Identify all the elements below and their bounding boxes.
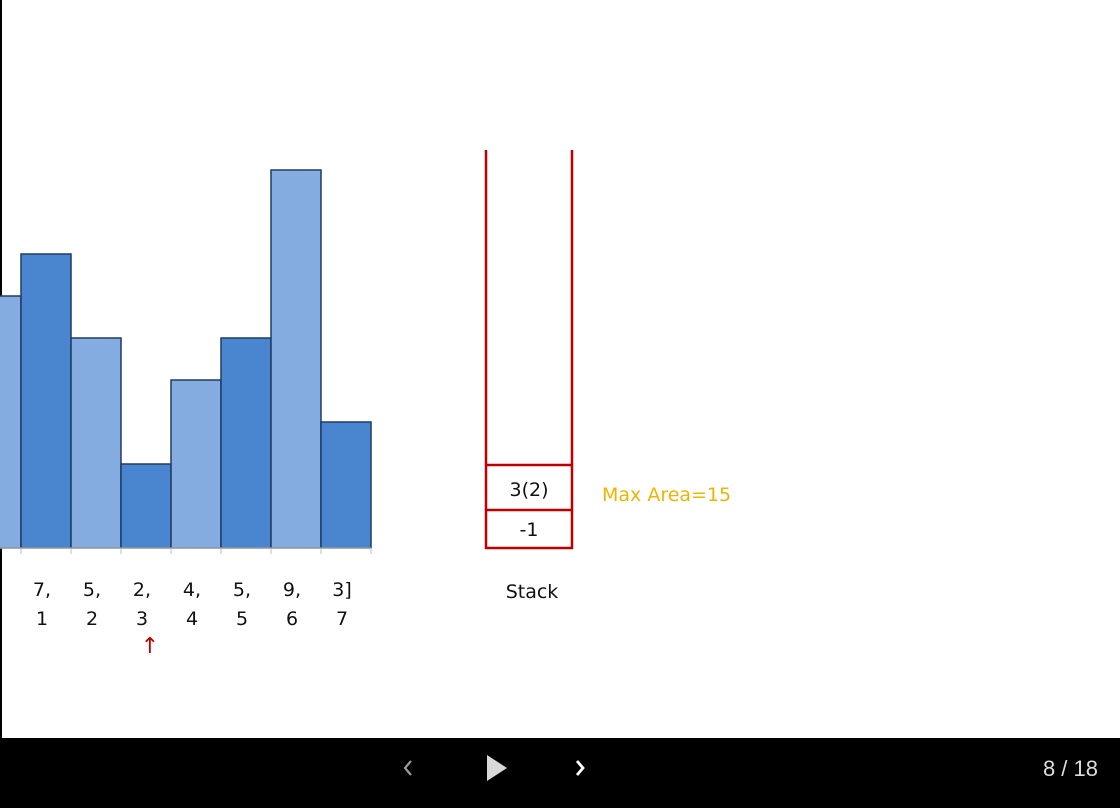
bar-value-label: 5, bbox=[82, 579, 102, 601]
max-area-text: Max Area=15 bbox=[602, 484, 732, 506]
slide: 7, 5, 2, 4, 5, 9, 3] 1 2 3 4 5 6 7 ↑ 3(2) -1 Stack M… bbox=[0, 0, 732, 738]
histogram-bar bbox=[20, 253, 72, 549]
stack-item-bottom: -1 bbox=[519, 519, 539, 541]
bar-index-label: 7 bbox=[335, 608, 349, 630]
histogram-bar bbox=[0, 295, 22, 549]
histogram-bar bbox=[70, 337, 122, 549]
histogram-bar bbox=[120, 463, 172, 549]
bar-index-label: 1 bbox=[35, 608, 49, 630]
histogram-bar bbox=[320, 421, 372, 549]
bar-value-label: 3] bbox=[332, 579, 352, 601]
bar-value-label: 2, bbox=[132, 579, 152, 601]
bar-index-label: 3 bbox=[135, 608, 149, 630]
bar-index-label: 4 bbox=[185, 608, 199, 630]
play-icon bbox=[487, 755, 507, 781]
histogram-bar bbox=[170, 379, 222, 549]
bar-index-label: 2 bbox=[85, 608, 99, 630]
play-button[interactable] bbox=[476, 748, 516, 788]
bar-value-label: 4, bbox=[182, 579, 202, 601]
bar-index-label: 5 bbox=[235, 608, 249, 630]
slideshow-controls: 8 / 18 bbox=[0, 738, 1120, 808]
histogram-bar bbox=[270, 169, 322, 549]
bar-value-label: 5, bbox=[232, 579, 252, 601]
chevron-right-icon bbox=[575, 760, 585, 776]
histogram-chart bbox=[0, 150, 574, 554]
page-counter: 8 / 18 bbox=[1042, 756, 1098, 781]
next-slide-button[interactable] bbox=[564, 750, 596, 786]
prev-slide-button[interactable] bbox=[392, 750, 424, 786]
stack-item-top: 3(2) bbox=[509, 479, 549, 501]
current-index-arrow-icon: ↑ bbox=[140, 634, 160, 659]
bar-value-label: 9, bbox=[282, 579, 302, 601]
bar-index-label: 6 bbox=[285, 608, 299, 630]
chevron-left-icon bbox=[403, 760, 412, 776]
stack-label: Stack bbox=[505, 581, 559, 603]
histogram-bar bbox=[220, 337, 272, 549]
bar-value-label: 7, bbox=[32, 579, 52, 601]
